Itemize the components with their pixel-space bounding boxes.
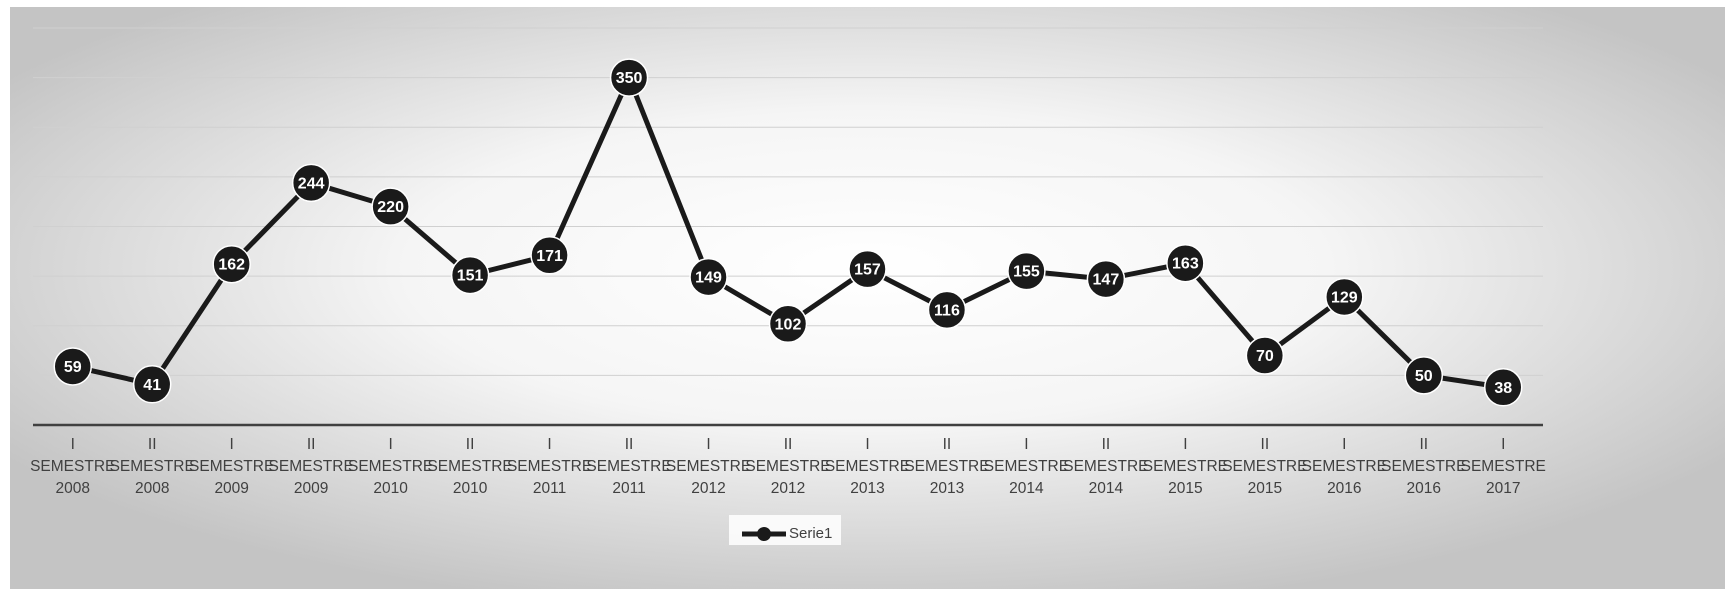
x-tick-label: I SEMESTRE 2015: [1143, 436, 1228, 497]
data-label: 70: [1256, 348, 1274, 365]
data-point: [530, 236, 569, 275]
data-point: [450, 255, 490, 295]
data-label: 162: [218, 257, 245, 274]
data-label: 147: [1093, 272, 1120, 289]
data-point: [1484, 368, 1523, 407]
x-tick-label: II SEMESTRE 2010: [427, 436, 512, 497]
data-point: [1245, 336, 1285, 375]
chart-area: I SEMESTRE 2008 II SEMESTRE 2008 I SEMESTRE 2009…: [10, 7, 1725, 589]
series-serie1: 59 41 162 244 220 151 171 350 149 102 157 116 155 147…: [53, 58, 1523, 407]
data-label: 157: [854, 262, 881, 279]
data-point: [212, 244, 251, 284]
data-point: [291, 163, 331, 203]
data-point: [53, 347, 92, 386]
x-tick-label: I SEMESTRE 2009: [189, 436, 274, 497]
x-tick-label: II SEMESTRE 2015: [1222, 436, 1307, 497]
data-point: [848, 249, 887, 289]
data-point: [768, 304, 808, 344]
legend-box: [729, 515, 841, 545]
data-point: [1404, 356, 1444, 395]
data-label: 155: [1013, 264, 1040, 281]
data-label: 102: [775, 316, 802, 333]
x-tick-label: I SEMESTRE 2011: [507, 436, 592, 497]
x-tick-label: I SEMESTRE 2017: [1461, 436, 1546, 497]
data-point: [609, 58, 649, 97]
data-point: [1166, 243, 1205, 283]
data-point: [1086, 259, 1126, 299]
data-label: 50: [1415, 368, 1433, 385]
data-label: 59: [64, 359, 82, 376]
x-tick-label: II SEMESTRE 2008: [110, 436, 195, 497]
data-label: 171: [536, 248, 563, 265]
legend-marker: [757, 527, 771, 541]
data-label: 38: [1494, 380, 1512, 397]
data-label: 220: [377, 199, 404, 216]
x-tick-label: II SEMESTRE 2014: [1063, 436, 1148, 497]
legend-label: Serie1: [789, 525, 832, 542]
data-point: [1325, 277, 1364, 317]
data-point: [927, 290, 967, 330]
x-tick-label: I SEMESTRE 2010: [348, 436, 433, 497]
x-tick-label: I SEMESTRE 2016: [1302, 436, 1387, 497]
data-label: 244: [298, 175, 325, 192]
x-tick-label: II SEMESTRE 2013: [904, 436, 989, 497]
data-point: [689, 257, 728, 297]
x-tick-label: I SEMESTRE 2013: [825, 436, 910, 497]
gridlines: [33, 27, 1543, 376]
data-point: [132, 365, 172, 404]
x-tick-label: I SEMESTRE 2012: [666, 436, 751, 497]
x-tick-label: II SEMESTRE 2016: [1381, 436, 1466, 497]
data-label: 41: [143, 377, 161, 394]
legend: Serie1: [729, 515, 841, 545]
x-tick-label: II SEMESTRE 2012: [745, 436, 830, 497]
x-tick-label: II SEMESTRE 2011: [586, 436, 671, 497]
data-label: 149: [695, 270, 722, 287]
data-label: 116: [934, 302, 960, 319]
data-label: 350: [616, 70, 643, 87]
data-label: 129: [1331, 289, 1358, 306]
data-label: 163: [1172, 256, 1199, 273]
data-point: [371, 187, 410, 226]
data-point: [1007, 251, 1046, 291]
data-label: 151: [457, 268, 484, 285]
x-tick-label: I SEMESTRE 2008: [30, 436, 115, 497]
x-tick-label: II SEMESTRE 2009: [269, 436, 354, 497]
x-tick-label: I SEMESTRE 2014: [984, 436, 1069, 497]
chart-background: [10, 7, 1725, 589]
